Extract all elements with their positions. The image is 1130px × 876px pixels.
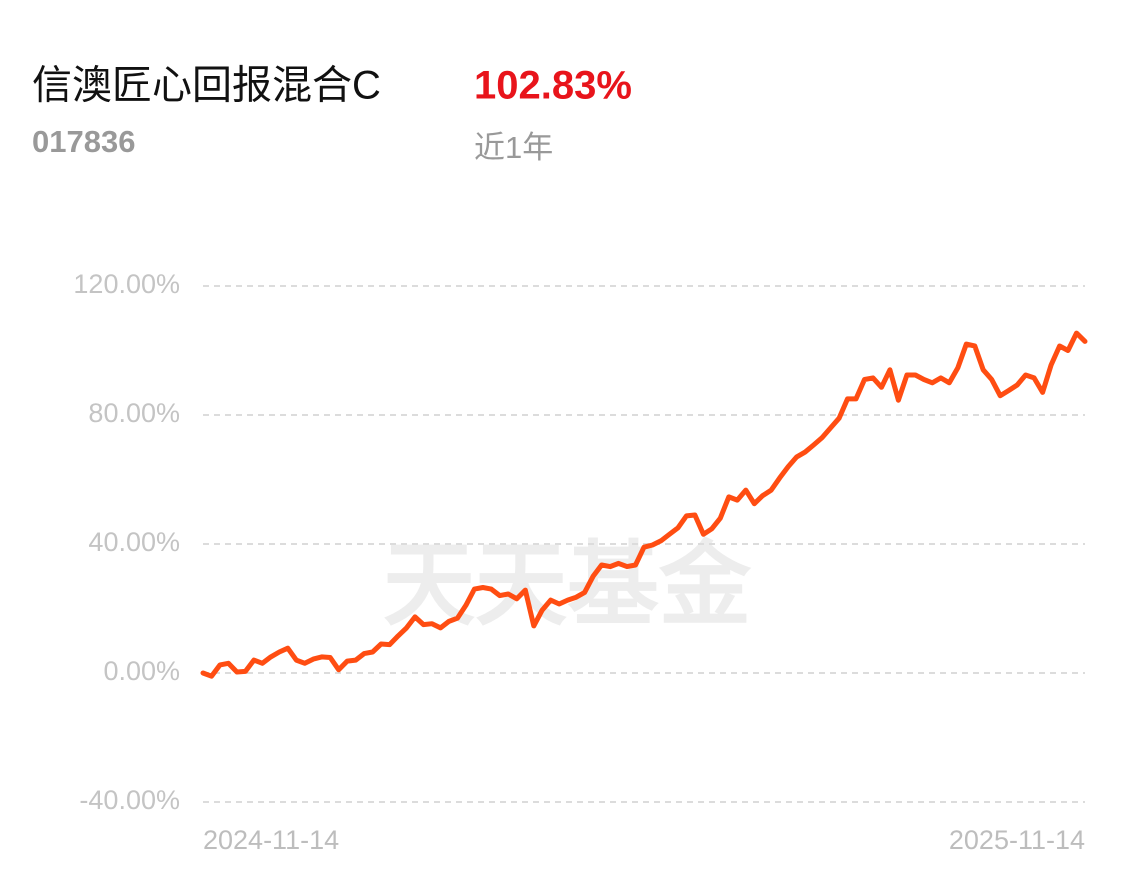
- return-period: 近1年: [474, 130, 553, 165]
- fund-code: 017836: [32, 124, 135, 159]
- y-tick-label: 120.00%: [73, 269, 180, 299]
- y-tick-label: 40.00%: [88, 527, 180, 557]
- x-tick-label: 2025-11-14: [949, 825, 1085, 855]
- fund-name: 信澳匠心回报混合C: [32, 64, 381, 108]
- y-tick-label: -40.00%: [79, 785, 180, 815]
- watermark: 天天基金: [383, 534, 752, 636]
- y-tick-label: 0.00%: [103, 656, 180, 686]
- y-tick-label: 80.00%: [88, 398, 180, 428]
- x-tick-label: 2024-11-14: [203, 825, 339, 855]
- data-line: [200, 330, 1088, 679]
- return-value: 102.83%: [474, 64, 632, 108]
